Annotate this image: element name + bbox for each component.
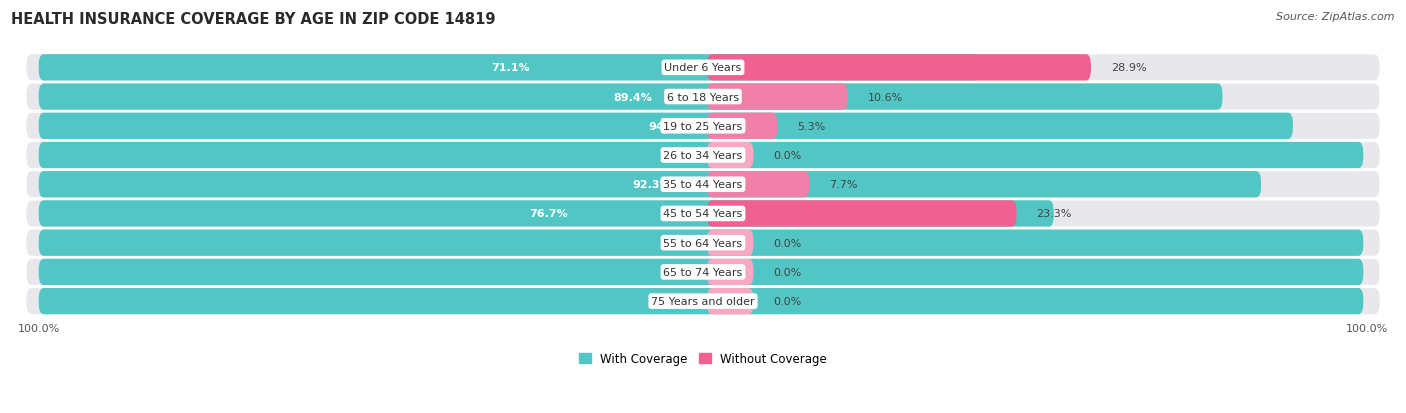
Text: 92.3%: 92.3% [633, 180, 671, 190]
Text: 10.6%: 10.6% [868, 93, 903, 102]
Text: 45 to 54 Years: 45 to 54 Years [664, 209, 742, 219]
Text: 75 Years and older: 75 Years and older [651, 297, 755, 306]
Text: 7.7%: 7.7% [830, 180, 858, 190]
Text: 100.0%: 100.0% [681, 151, 725, 161]
FancyBboxPatch shape [39, 259, 1364, 285]
FancyBboxPatch shape [25, 83, 1381, 112]
FancyBboxPatch shape [707, 84, 848, 110]
FancyBboxPatch shape [707, 201, 1017, 227]
FancyBboxPatch shape [25, 54, 1381, 82]
FancyBboxPatch shape [707, 259, 754, 285]
Text: 6 to 18 Years: 6 to 18 Years [666, 93, 740, 102]
FancyBboxPatch shape [25, 258, 1381, 286]
Text: 0.0%: 0.0% [773, 151, 801, 161]
FancyBboxPatch shape [25, 171, 1381, 199]
FancyBboxPatch shape [707, 113, 778, 140]
FancyBboxPatch shape [39, 201, 1053, 227]
Text: 100.0%: 100.0% [681, 267, 725, 277]
Text: 76.7%: 76.7% [529, 209, 568, 219]
FancyBboxPatch shape [39, 172, 1261, 198]
FancyBboxPatch shape [707, 55, 1091, 81]
Text: 0.0%: 0.0% [773, 267, 801, 277]
FancyBboxPatch shape [707, 288, 754, 315]
FancyBboxPatch shape [707, 172, 810, 198]
Text: 55 to 64 Years: 55 to 64 Years [664, 238, 742, 248]
FancyBboxPatch shape [25, 142, 1381, 170]
FancyBboxPatch shape [25, 287, 1381, 316]
FancyBboxPatch shape [25, 112, 1381, 140]
Text: 19 to 25 Years: 19 to 25 Years [664, 121, 742, 131]
FancyBboxPatch shape [39, 230, 1364, 256]
Text: 100.0%: 100.0% [681, 238, 725, 248]
Text: Under 6 Years: Under 6 Years [665, 63, 741, 73]
FancyBboxPatch shape [39, 113, 1294, 140]
FancyBboxPatch shape [39, 84, 1222, 110]
Text: 100.0%: 100.0% [681, 297, 725, 306]
FancyBboxPatch shape [39, 55, 980, 81]
Legend: With Coverage, Without Coverage: With Coverage, Without Coverage [574, 347, 832, 370]
FancyBboxPatch shape [39, 142, 1364, 169]
Text: 35 to 44 Years: 35 to 44 Years [664, 180, 742, 190]
Text: 28.9%: 28.9% [1111, 63, 1146, 73]
Text: 0.0%: 0.0% [773, 238, 801, 248]
Text: HEALTH INSURANCE COVERAGE BY AGE IN ZIP CODE 14819: HEALTH INSURANCE COVERAGE BY AGE IN ZIP … [11, 12, 496, 27]
FancyBboxPatch shape [25, 229, 1381, 257]
FancyBboxPatch shape [39, 288, 1364, 315]
Text: 5.3%: 5.3% [797, 121, 825, 131]
Text: 0.0%: 0.0% [773, 297, 801, 306]
Text: 23.3%: 23.3% [1036, 209, 1071, 219]
Text: 89.4%: 89.4% [613, 93, 652, 102]
FancyBboxPatch shape [707, 142, 754, 169]
Text: Source: ZipAtlas.com: Source: ZipAtlas.com [1277, 12, 1395, 22]
Text: 65 to 74 Years: 65 to 74 Years [664, 267, 742, 277]
FancyBboxPatch shape [25, 200, 1381, 228]
Text: 26 to 34 Years: 26 to 34 Years [664, 151, 742, 161]
FancyBboxPatch shape [707, 230, 754, 256]
Text: 94.7%: 94.7% [648, 121, 688, 131]
Text: 71.1%: 71.1% [492, 63, 530, 73]
